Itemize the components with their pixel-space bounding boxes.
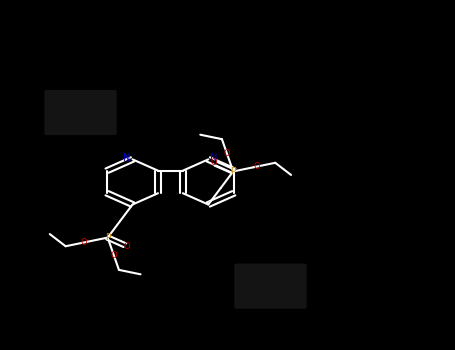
FancyBboxPatch shape xyxy=(234,264,307,309)
Text: O: O xyxy=(223,148,230,158)
Text: N: N xyxy=(123,153,131,163)
Text: O: O xyxy=(111,251,117,260)
Text: P: P xyxy=(105,233,111,242)
Text: O: O xyxy=(254,162,260,171)
Text: O: O xyxy=(124,241,130,251)
Text: P: P xyxy=(231,167,236,176)
Text: O: O xyxy=(81,238,87,247)
Text: O: O xyxy=(211,159,217,167)
FancyBboxPatch shape xyxy=(44,90,116,135)
Text: N: N xyxy=(210,153,217,163)
